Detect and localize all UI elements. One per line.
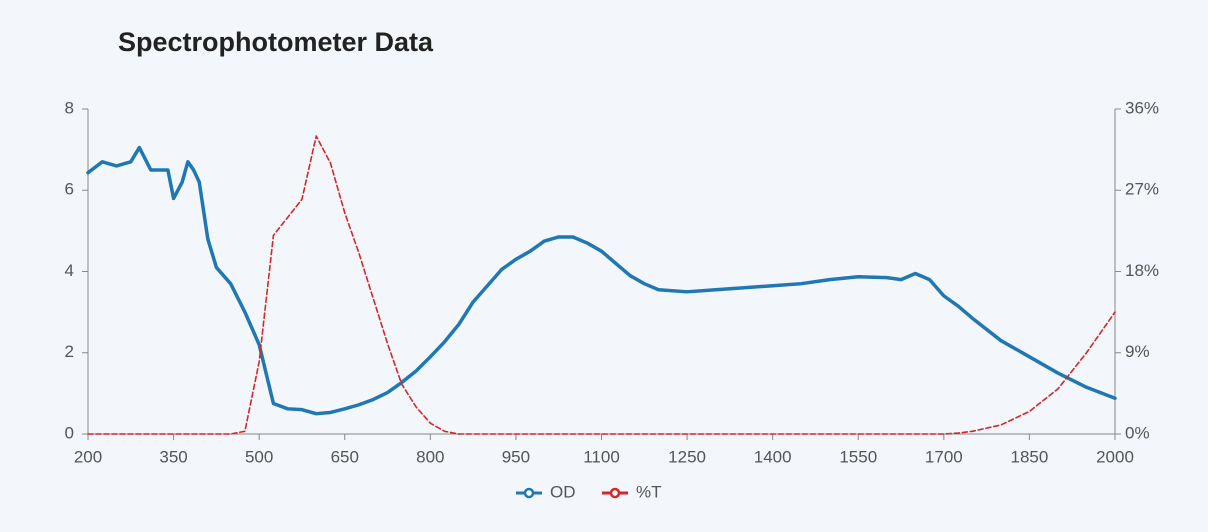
- x-tick-label: 650: [331, 447, 359, 466]
- legend-label: OD: [550, 482, 576, 501]
- legend-label: %T: [636, 482, 662, 501]
- y2-tick-label: 0%: [1125, 423, 1150, 442]
- legend-marker: [609, 487, 621, 499]
- y-tick-label: 2: [65, 342, 74, 361]
- x-tick-label: 2000: [1096, 447, 1134, 466]
- x-tick-label: 1550: [839, 447, 877, 466]
- data-line: [86, 145, 1117, 416]
- legend-marker: [523, 487, 535, 499]
- x-tick-label: 1250: [668, 447, 706, 466]
- x-tick-label: 800: [416, 447, 444, 466]
- x-tick-label: 200: [74, 447, 102, 466]
- x-tick-label: 350: [159, 447, 187, 466]
- y2-tick-label: 18%: [1125, 261, 1159, 280]
- y2-tick-label: 9%: [1125, 342, 1150, 361]
- x-tick-label: 950: [502, 447, 530, 466]
- x-tick-label: 500: [245, 447, 273, 466]
- x-tick-label: 1850: [1011, 447, 1049, 466]
- x-tick-label: 1700: [925, 447, 963, 466]
- x-tick-label: 1100: [583, 447, 620, 466]
- y-tick-label: 6: [65, 180, 74, 199]
- y2-tick-label: 36%: [1125, 98, 1159, 117]
- y-tick-label: 4: [65, 261, 74, 280]
- chart-title: Spectrophotometer Data: [118, 27, 434, 57]
- data-line: [87, 135, 1116, 435]
- x-tick-label: 1400: [754, 447, 792, 466]
- y2-tick-label: 27%: [1125, 180, 1159, 199]
- y-tick-label: 8: [65, 98, 74, 117]
- y-tick-label: 0: [65, 423, 74, 442]
